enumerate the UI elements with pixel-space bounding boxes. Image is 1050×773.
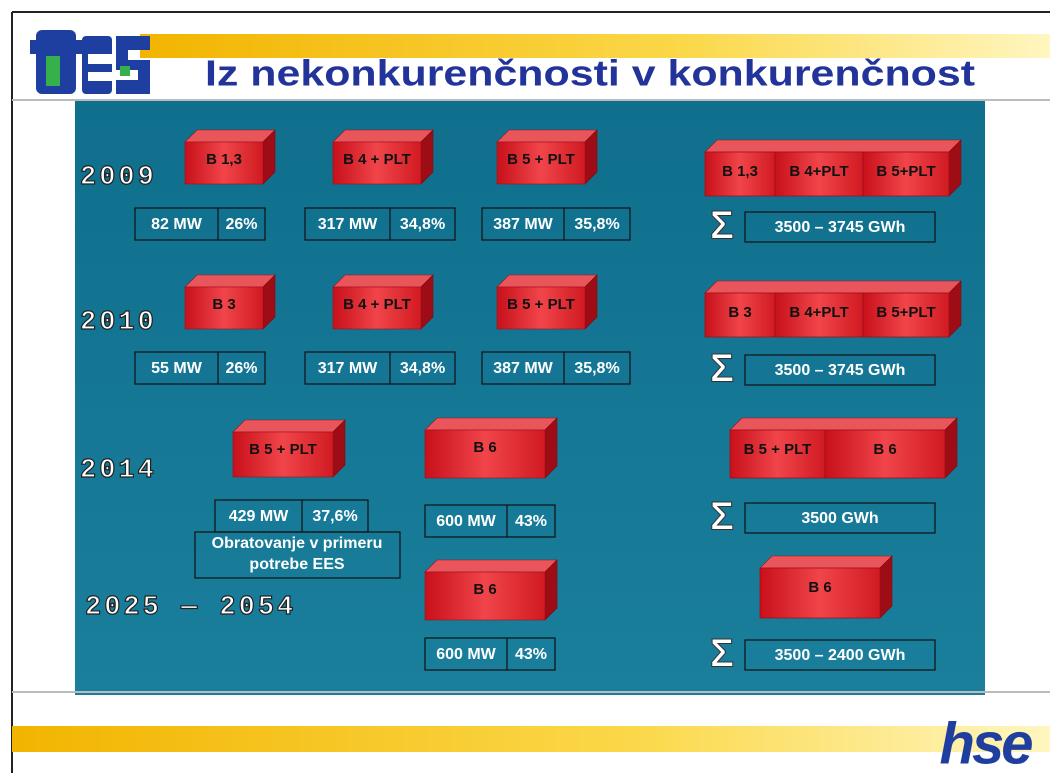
footer-band <box>12 726 1050 752</box>
slide-title: Iz nekonkurenčnosti v konkurenčnost <box>205 53 975 94</box>
block-front <box>332 141 422 185</box>
header-band <box>140 34 1050 58</box>
total-block-label: B 6 <box>873 441 896 458</box>
block-front <box>862 292 950 338</box>
block-label: B 5 + PLT <box>249 441 317 458</box>
block-top <box>184 129 276 143</box>
block-top <box>232 419 346 433</box>
unit-efficiency: 34,8% <box>400 360 445 377</box>
period-label: 2009 <box>80 163 157 193</box>
block-top <box>759 555 893 569</box>
total-energy: 3500 – 3745 GWh <box>775 219 906 236</box>
unit-power: 55 MW <box>151 360 203 377</box>
info-box <box>134 351 266 385</box>
block-front <box>704 292 776 338</box>
unit-efficiency: 35,8% <box>574 216 619 233</box>
period-label: 2014 <box>80 456 157 486</box>
info-box <box>424 637 556 671</box>
block-front <box>424 429 546 479</box>
total-block-label: B 4+PLT <box>789 304 848 321</box>
unit-efficiency: 37,6% <box>312 508 357 525</box>
block-label: B 3 <box>212 296 235 313</box>
total-energy: 3500 – 2400 GWh <box>775 647 906 664</box>
unit-efficiency: 35,8% <box>574 360 619 377</box>
unit-power: 600 MW <box>436 646 496 663</box>
note-line: potrebe EES <box>249 556 344 573</box>
info-box <box>481 207 631 241</box>
period-label: 2025 — 2054 <box>85 593 296 623</box>
block-front <box>774 151 864 197</box>
block-label: B 5 + PLT <box>507 296 575 313</box>
total-block-label: B 6 <box>808 579 831 596</box>
note-line: Obratovanje v primeru <box>212 535 383 552</box>
block-front <box>332 286 422 330</box>
energy-box <box>744 639 936 671</box>
info-box <box>134 207 266 241</box>
block-top <box>704 139 962 153</box>
block-front <box>862 151 950 197</box>
block-top <box>332 274 434 288</box>
info-box <box>424 504 556 538</box>
block-label: B 6 <box>473 581 496 598</box>
sigma: Σ <box>710 347 734 391</box>
block-front <box>184 141 264 185</box>
total-block-label: B 4+PLT <box>789 163 848 180</box>
energy-box <box>744 502 936 534</box>
info-box <box>481 351 631 385</box>
block-label: B 4 + PLT <box>343 296 411 313</box>
total-block-label: B 1,3 <box>722 163 758 180</box>
unit-efficiency: 43% <box>515 513 547 530</box>
info-box <box>304 207 456 241</box>
unit-efficiency: 26% <box>225 216 257 233</box>
unit-power: 429 MW <box>229 508 289 525</box>
unit-power: 82 MW <box>151 216 203 233</box>
unit-power: 600 MW <box>436 513 496 530</box>
unit-efficiency: 26% <box>225 360 257 377</box>
block-top <box>704 280 962 294</box>
sigma: Σ <box>710 204 734 248</box>
unit-power: 387 MW <box>493 360 553 377</box>
hse-logo: hse <box>940 711 1033 773</box>
block-label: B 4 + PLT <box>343 151 411 168</box>
block-front <box>184 286 264 330</box>
unit-power: 317 MW <box>318 216 378 233</box>
total-block-label: B 3 <box>728 304 751 321</box>
block-top <box>424 559 558 573</box>
block-front <box>729 429 826 479</box>
block-top <box>424 417 558 431</box>
block-front <box>232 431 334 478</box>
unit-efficiency: 43% <box>515 646 547 663</box>
sigma: Σ <box>710 495 734 539</box>
block-front <box>759 567 881 619</box>
block-front <box>424 571 546 621</box>
period-label: 2010 <box>80 308 157 338</box>
energy-box <box>744 354 936 386</box>
block-front <box>824 429 946 479</box>
tes-logo <box>30 30 150 94</box>
total-energy: 3500 – 3745 GWh <box>775 362 906 379</box>
unit-power: 317 MW <box>318 360 378 377</box>
unit-power: 387 MW <box>493 216 553 233</box>
block-top <box>496 129 598 143</box>
block-front <box>774 292 864 338</box>
sigma: Σ <box>710 632 734 676</box>
energy-box <box>744 211 936 243</box>
total-block-label: B 5+PLT <box>876 304 935 321</box>
block-front <box>496 286 586 330</box>
block-label: B 6 <box>473 439 496 456</box>
block-top <box>184 274 276 288</box>
block-top <box>332 129 434 143</box>
total-energy: 3500 GWh <box>801 510 878 527</box>
unit-efficiency: 34,8% <box>400 216 445 233</box>
note-box <box>194 531 401 579</box>
block-top <box>496 274 598 288</box>
total-block-label: B 5+PLT <box>876 163 935 180</box>
block-front <box>496 141 586 185</box>
info-box <box>304 351 456 385</box>
block-label: B 1,3 <box>206 151 242 168</box>
block-label: B 5 + PLT <box>507 151 575 168</box>
total-block-label: B 5 + PLT <box>744 441 812 458</box>
block-top <box>729 417 958 431</box>
